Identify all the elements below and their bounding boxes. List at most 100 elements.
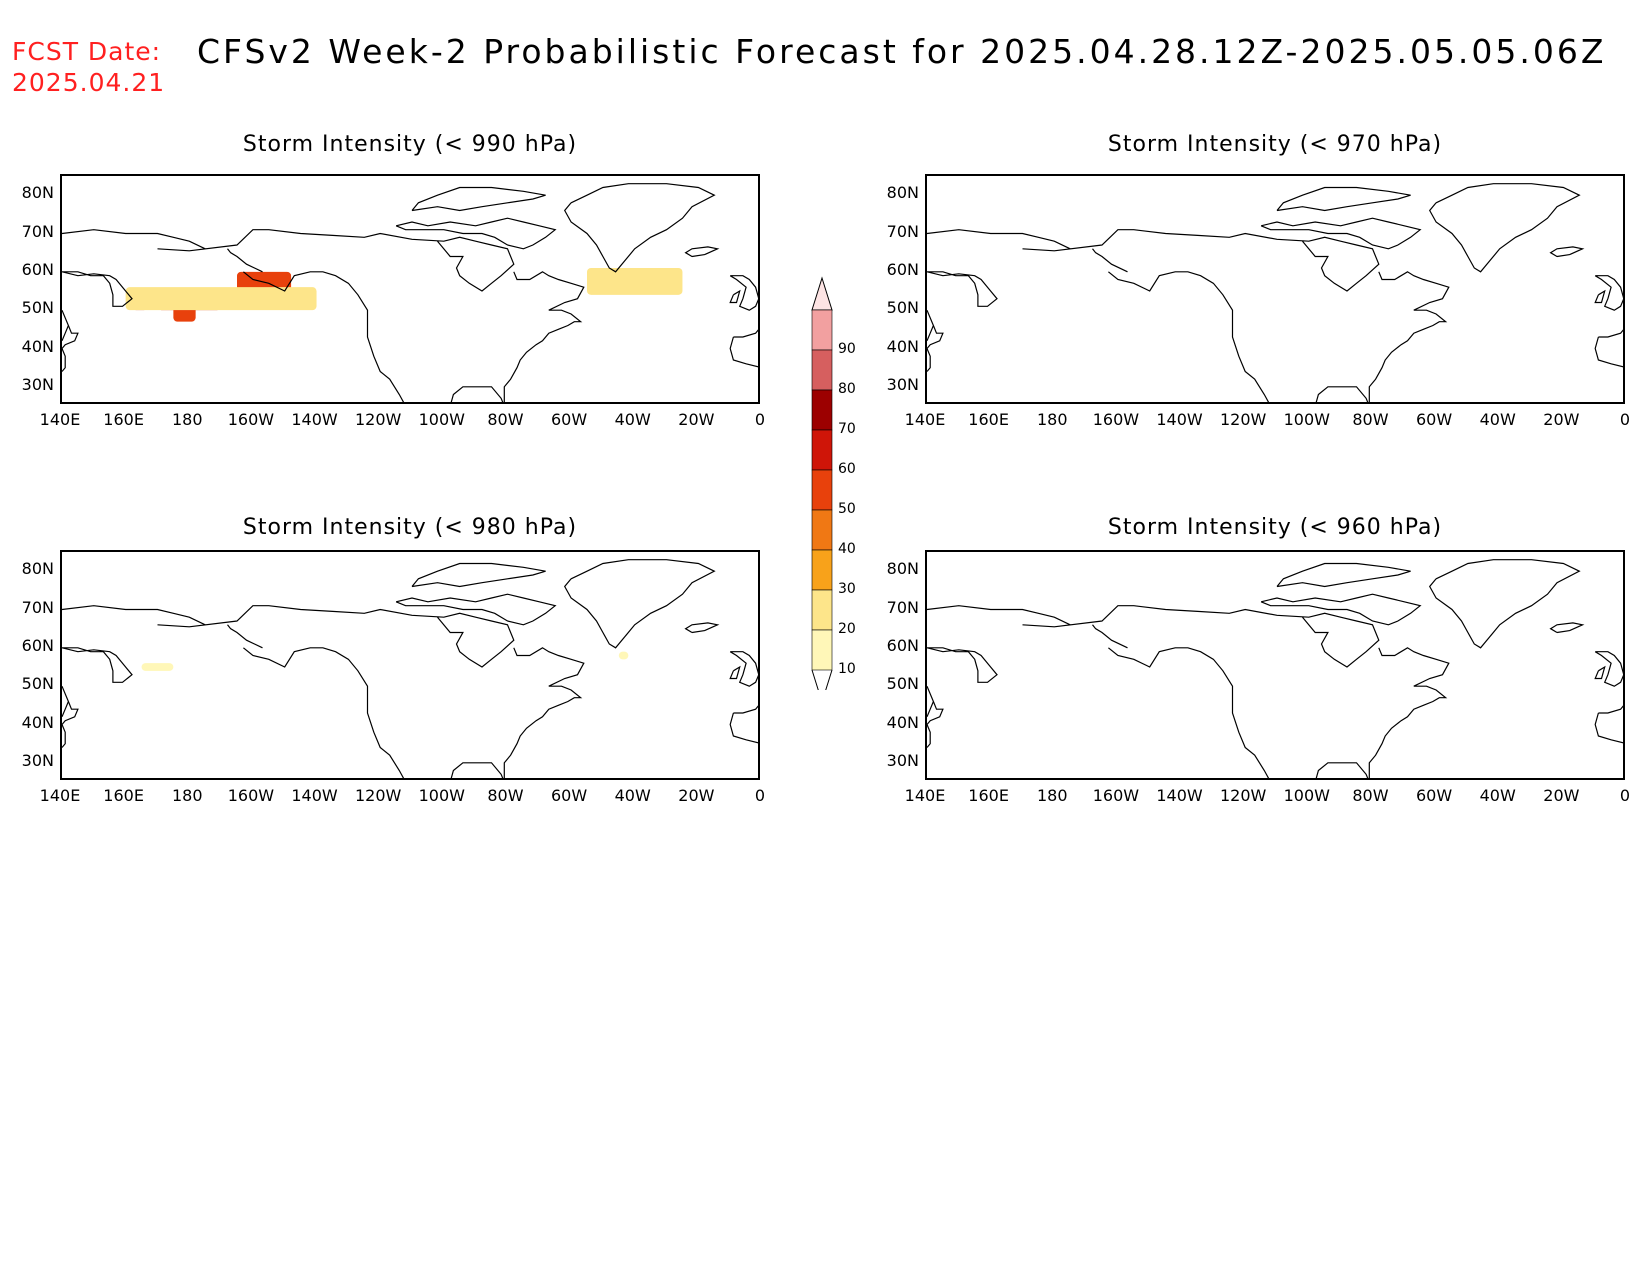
colorbar-bottom-arrow (811, 669, 833, 704)
lon-tick-label: 140W (1156, 410, 1203, 429)
coastline (927, 325, 944, 372)
coastline (1428, 559, 1581, 649)
map-canvas-960 (927, 559, 1623, 778)
coastline (62, 271, 133, 307)
lon-tick-label: 160E (968, 410, 1009, 429)
lon-tick-label: 140W (291, 786, 338, 805)
colorbar-swatches (811, 276, 833, 704)
lon-tick-label: 160W (227, 410, 275, 429)
lon-tick-label: 80W (1352, 410, 1389, 429)
colorbar-swatch (811, 509, 833, 551)
coastline (684, 622, 720, 634)
colorbar-level-label: 50 (838, 501, 856, 517)
coastline (1022, 605, 1380, 668)
coastline (684, 246, 720, 258)
lat-tick-label: 50N (21, 674, 54, 694)
lat-tick-label: 30N (886, 374, 919, 394)
colorbar-top-arrow (811, 276, 833, 311)
lat-tick-label: 40N (21, 336, 54, 356)
lat-tick-label: 80N (21, 559, 54, 579)
coastline (927, 685, 935, 718)
colorbar-level-label: 10 (838, 661, 856, 677)
lon-tick-label: 0 (754, 410, 766, 429)
lon-tick-label: 100W (1283, 410, 1330, 429)
coastline (1594, 705, 1623, 744)
map-canvas-980 (62, 559, 758, 778)
colorbar-level-label: 90 (838, 341, 856, 357)
coastline (1260, 593, 1422, 626)
lat-tick-label: 60N (21, 259, 54, 279)
lon-tick-label: 140W (1156, 786, 1203, 805)
coastline (227, 624, 263, 649)
map-panel-980 (60, 550, 760, 780)
colorbar-level-label: 30 (838, 581, 856, 597)
map-panel-960 (925, 550, 1625, 780)
lon-tick-label: 20W (1543, 410, 1580, 429)
colorbar-swatch (811, 549, 833, 591)
coastline (157, 605, 515, 668)
coastline (503, 271, 585, 402)
coastline (927, 701, 944, 748)
coastline (1315, 762, 1369, 778)
coastline (1594, 275, 1623, 311)
lon-tick-label: 160W (1092, 410, 1140, 429)
coastline (1260, 217, 1422, 250)
coastline (1594, 289, 1606, 304)
lon-tick-label: 120W (354, 786, 402, 805)
page-title: CFSv2 Week-2 Probabilistic Forecast for … (197, 32, 1607, 71)
coastline (729, 651, 758, 687)
lat-tick-label: 30N (21, 374, 54, 394)
panel-title-970: Storm Intensity (< 970 hPa) (1107, 132, 1443, 157)
coastline (411, 562, 546, 588)
panel-title-980: Storm Intensity (< 980 hPa) (242, 515, 578, 540)
coastline (1315, 386, 1369, 402)
coastline (729, 665, 741, 680)
lon-tick-label: 60W (550, 410, 588, 429)
coastline (563, 183, 716, 273)
coastline (563, 559, 716, 649)
coastline (1108, 647, 1270, 778)
coastline (62, 647, 133, 683)
lat-tick-label: 80N (886, 183, 919, 203)
lon-tick-label: 40W (1479, 410, 1516, 429)
lon-tick-label: 160W (1092, 786, 1140, 805)
coastline (1276, 562, 1411, 588)
coastline (1022, 229, 1380, 292)
coastline (62, 309, 70, 342)
coastline (1549, 246, 1585, 258)
probability-colorbar (810, 270, 860, 704)
lat-tick-label: 40N (886, 336, 919, 356)
lon-tick-label: 140E (904, 410, 946, 429)
lat-tick-label: 30N (886, 750, 919, 770)
lat-tick-label: 60N (886, 635, 919, 655)
lon-tick-label: 20W (678, 410, 715, 429)
lon-tick-label: 60W (550, 786, 588, 805)
probability-area (125, 287, 317, 311)
lat-tick-label: 60N (21, 635, 54, 655)
lon-tick-label: 80W (1352, 786, 1389, 805)
colorbar-swatch (811, 389, 833, 431)
colorbar-swatch (811, 309, 833, 351)
lat-tick-label: 30N (21, 750, 54, 770)
lon-tick-label: 80W (487, 786, 524, 805)
coastline (1368, 271, 1450, 402)
coastline (729, 275, 758, 311)
lat-tick-label: 50N (886, 674, 919, 694)
coastline (927, 605, 1071, 626)
lon-tick-label: 0 (1619, 786, 1631, 805)
map-panel-970 (925, 174, 1625, 404)
fcst-date-value: 2025.04.21 (12, 68, 166, 97)
coastline (411, 186, 546, 212)
coastline (157, 229, 515, 292)
coastline (1092, 248, 1128, 273)
coastline (1276, 186, 1411, 212)
coastline (927, 229, 1071, 250)
map-panel-990 (60, 174, 760, 404)
lon-tick-label: 100W (418, 786, 465, 805)
lon-tick-label: 140W (291, 410, 338, 429)
colorbar-swatch (811, 589, 833, 631)
coastline (395, 217, 557, 250)
lat-tick-label: 60N (886, 259, 919, 279)
lat-tick-label: 80N (21, 183, 54, 203)
lon-tick-label: 80W (487, 410, 524, 429)
